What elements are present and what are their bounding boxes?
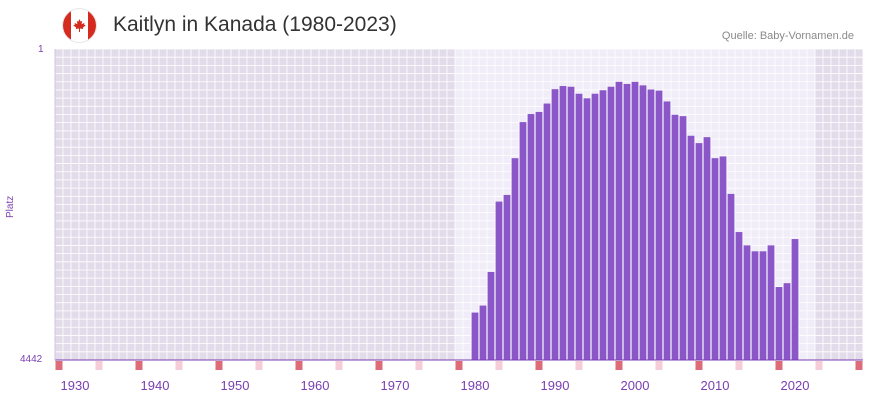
bar-2005 [671,114,679,361]
bar-2010 [711,158,719,360]
x-tick-2000: 2000 [621,378,650,393]
x-tick-1950: 1950 [221,378,250,393]
bar-2009 [703,137,711,360]
bar-1997 [607,86,615,360]
bar-1988 [535,111,543,360]
x-tick-1930: 1930 [61,378,90,393]
bar-1995 [591,93,599,360]
bar-1980 [471,312,479,360]
y-tick-bottom: 4442 [20,354,43,365]
bar-2018 [775,287,783,360]
year-marker-1938 [135,361,143,370]
bar-1993 [575,93,583,360]
bar-1990 [551,89,559,360]
year-marker-2008 [695,361,703,370]
bar-2000 [631,81,639,361]
bar-2001 [639,85,647,361]
bar-2019 [783,283,791,360]
year-marker-1998 [615,361,623,370]
bar-2017 [767,245,775,360]
bar-1991 [559,86,567,361]
x-tick-2020: 2020 [781,378,810,393]
bar-1986 [519,122,527,360]
year-marker-1968 [375,361,383,370]
bar-2003 [655,90,663,361]
bar-1996 [599,90,607,360]
bar-2016 [759,251,767,360]
year-marker-2003 [655,361,663,370]
canada-flag-icon [63,9,96,42]
bar-2007 [687,135,695,360]
year-marker-2028 [855,361,863,370]
x-tick-1940: 1940 [141,378,170,393]
x-tick-2010: 2010 [701,378,730,393]
year-marker-1948 [215,361,223,370]
bar-2014 [743,245,751,360]
year-marker-1958 [295,361,303,370]
page-title: Kaitlyn in Kanada (1980-2023) [113,13,397,36]
bar-2020 [791,239,799,360]
year-marker-2013 [735,361,743,370]
x-tick-1960: 1960 [301,378,330,393]
bar-1987 [527,114,535,361]
y-tick-top: 1 [38,44,44,55]
bar-1998 [615,81,623,361]
year-marker-2018 [775,361,783,370]
year-marker-2023 [815,361,823,370]
bar-2004 [663,101,671,360]
year-marker-1933 [95,361,103,370]
year-marker-1963 [335,361,343,370]
bar-1994 [583,98,591,361]
bar-1989 [543,103,551,361]
year-marker-1943 [175,361,183,370]
source-link[interactable]: Quelle: Baby-Vornamen.de [721,30,854,42]
year-marker-1953 [255,361,263,370]
year-marker-1988 [535,361,543,370]
bar-2008 [695,143,703,360]
bar-1999 [623,83,631,360]
x-tick-1980: 1980 [461,378,490,393]
bar-1985 [511,158,519,360]
bar-1984 [503,194,511,360]
bar-2002 [647,89,655,361]
year-marker-1993 [575,361,583,370]
bar-1981 [479,305,487,360]
x-tick-1970: 1970 [381,378,410,393]
year-marker-1983 [495,361,503,370]
year-marker-1978 [455,361,463,370]
bar-1982 [487,271,495,360]
bar-1983 [495,201,503,360]
bar-2013 [735,232,743,360]
bar-2011 [719,156,727,360]
bar-2015 [751,251,759,360]
year-marker-1928 [55,361,63,370]
x-tick-1990: 1990 [541,378,570,393]
bar-2012 [727,193,735,360]
year-marker-1973 [415,361,423,370]
bar-1992 [567,86,575,360]
bar-2006 [679,116,687,360]
